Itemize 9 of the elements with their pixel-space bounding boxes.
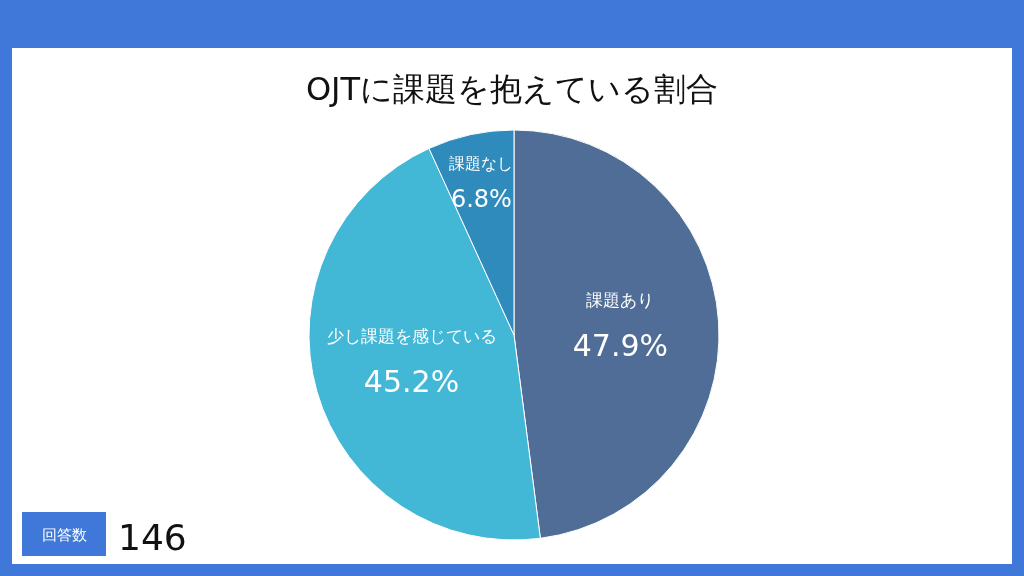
slice-label: 少し課題を感じている <box>326 326 497 347</box>
text: 回答数 <box>41 526 87 544</box>
text: 146 <box>118 517 187 558</box>
slice-label: 課題なし <box>449 153 514 173</box>
slice-label: 課題あり <box>586 290 655 311</box>
data-label: 47.9% <box>572 328 669 364</box>
chart-title: OJTに課題を抱えている割合 <box>305 70 719 108</box>
data-label: 6.8% <box>450 184 512 213</box>
data-label: 45.2% <box>363 364 460 400</box>
